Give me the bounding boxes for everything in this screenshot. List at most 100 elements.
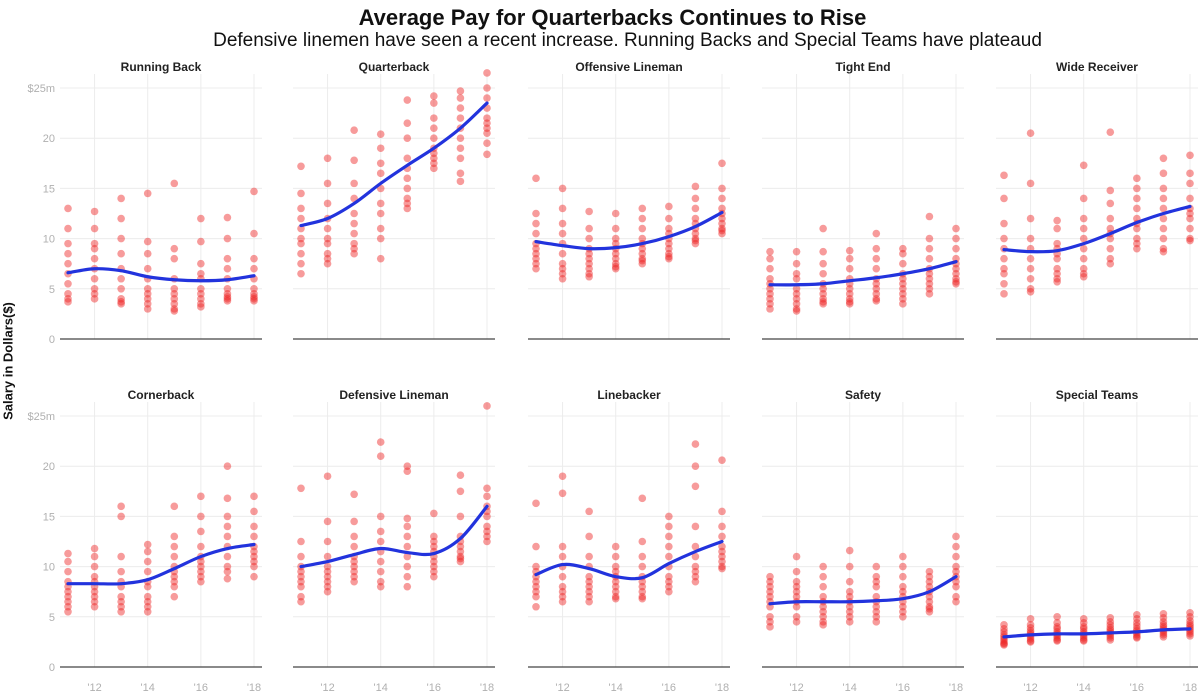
facet-title: Running Back [121,60,202,74]
data-point [1186,169,1194,178]
data-point [872,613,881,621]
data-point [1106,128,1115,136]
data-point [792,602,801,611]
data-point [925,597,934,606]
data-point [585,264,593,273]
data-point [1000,628,1008,636]
data-point [483,119,491,127]
data-point [323,254,332,263]
data-point [403,522,412,531]
data-point [90,285,99,293]
data-point [845,290,854,298]
data-point [117,602,125,611]
y-tick-label: $25m [27,411,55,423]
data-point [483,94,491,102]
data-point [297,484,305,493]
trend-line [1002,204,1192,254]
data-point [376,438,385,446]
data-point [143,602,152,611]
data-point [403,562,412,571]
data-point [819,572,827,581]
data-point [899,587,907,596]
data-point [170,572,179,581]
data-point [819,602,827,611]
y-tick-label: 20 [43,133,55,145]
x-tick-label: '12 [555,682,569,694]
data-point [585,552,593,561]
data-point [350,557,358,566]
data-point [197,512,205,521]
data-point [64,259,72,268]
data-point [585,259,593,268]
data-point [297,234,305,243]
data-point [90,207,99,216]
data-point [323,587,332,596]
data-point [456,104,465,112]
data-point [1159,154,1168,163]
data-point [1159,247,1168,256]
data-point [1186,632,1194,640]
data-point [819,621,827,629]
data-point [376,169,385,178]
data-point [766,300,774,308]
data-point [925,592,934,601]
data-point [170,254,179,263]
data-point [1026,637,1035,645]
data-point [952,234,960,243]
data-point [1026,621,1035,629]
data-point [558,204,567,213]
data-point [611,209,620,218]
data-point [350,542,358,551]
data-point [403,184,412,193]
data-point [1106,636,1115,644]
data-point [250,492,258,501]
data-point [297,572,305,581]
data-point [483,512,491,521]
data-point [925,567,934,576]
data-point [64,557,72,566]
data-point [297,537,305,546]
data-point [925,285,934,293]
trend-line [534,539,724,581]
data-point [250,187,258,196]
data-point [197,303,205,311]
data-point [403,532,412,541]
data-point [90,274,99,283]
data-point [143,567,152,576]
data-point [1133,634,1141,642]
data-point [665,572,673,581]
data-point [64,607,72,616]
data-point [925,577,934,586]
facet-title: Linebacker [597,388,661,402]
data-point [223,254,232,263]
data-point [638,577,647,586]
data-point [1106,621,1115,629]
data-point [456,144,465,153]
data-point [376,209,385,218]
data-point [197,572,205,581]
x-tick-label: '18 [715,682,729,694]
facet-title: Cornerback [128,388,195,402]
data-point [532,209,540,218]
data-point [665,542,673,551]
data-point [952,552,960,561]
data-point [1053,216,1061,225]
data-point [691,194,700,203]
x-tick-label: '16 [1130,682,1144,694]
data-point [376,537,385,546]
data-point [197,290,205,298]
data-point [819,562,827,571]
data-point [952,562,960,571]
data-point [483,492,491,501]
data-point [792,247,801,256]
data-point [872,254,881,263]
data-point [665,577,673,586]
data-point [792,300,801,308]
data-point [403,582,412,591]
data-point [323,199,332,208]
data-point [585,587,593,596]
data-point [718,532,726,541]
data-point [766,623,774,631]
data-point [297,259,305,268]
